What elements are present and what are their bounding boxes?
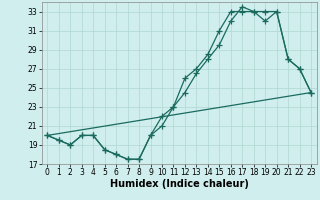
X-axis label: Humidex (Indice chaleur): Humidex (Indice chaleur) <box>110 179 249 189</box>
